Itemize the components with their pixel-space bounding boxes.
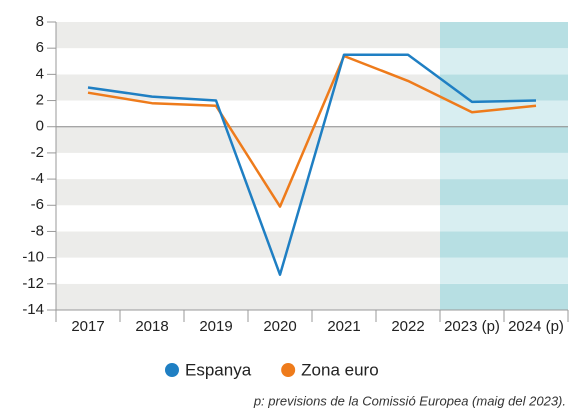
- x-tick-label: 2018: [135, 318, 168, 335]
- legend-label: Espanya: [185, 360, 252, 379]
- forecast-stripe: [440, 22, 568, 49]
- y-tick-label: 0: [36, 118, 44, 135]
- stripe: [56, 205, 440, 232]
- stripe: [56, 22, 440, 49]
- legend-swatch: [281, 363, 296, 377]
- annotation: p: previsions de la Comissió Europea (ma…: [253, 393, 566, 408]
- y-tick-label: -6: [31, 196, 44, 213]
- x-tick-label: 2023 (p): [444, 318, 500, 335]
- y-tick-label: -12: [22, 275, 44, 292]
- x-tick-label: 2022: [391, 318, 424, 335]
- legend-swatch: [165, 363, 179, 377]
- forecast-stripe: [440, 126, 568, 153]
- forecast-stripe: [440, 74, 568, 101]
- y-tick-label: 4: [36, 65, 44, 82]
- stripe: [56, 257, 440, 284]
- forecast-stripe: [440, 257, 568, 284]
- forecast-stripe: [440, 283, 568, 310]
- stripe: [56, 74, 440, 101]
- stripe: [56, 231, 440, 258]
- x-tick-label: 2019: [199, 318, 232, 335]
- y-tick-label: -2: [31, 144, 44, 161]
- y-tick-label: -8: [31, 222, 44, 239]
- stripe: [56, 100, 440, 127]
- forecast-stripe: [440, 100, 568, 127]
- forecast-stripe: [440, 152, 568, 180]
- forecast-stripe: [440, 231, 568, 258]
- stripe: [56, 179, 440, 206]
- x-tick-label: 2020: [263, 318, 296, 335]
- y-tick-label: 8: [36, 13, 44, 30]
- x-tick-label: 2021: [327, 318, 360, 335]
- forecast-stripe: [440, 48, 568, 75]
- y-tick-label: 6: [36, 39, 44, 56]
- y-tick-label: -4: [31, 170, 44, 187]
- y-tick-label: -14: [22, 301, 44, 318]
- stripe: [56, 126, 440, 153]
- series-line: [87, 54, 537, 208]
- series-line: [87, 53, 537, 276]
- forecast-stripe: [440, 179, 568, 206]
- x-tick-label: 2017: [71, 318, 104, 335]
- y-tick-label: 2: [36, 92, 44, 109]
- y-tick-label: -10: [22, 249, 44, 266]
- x-tick-label: 2024 (p): [508, 318, 564, 335]
- forecast-stripe: [440, 205, 568, 232]
- stripe: [56, 283, 440, 310]
- legend-label: Zona euro: [301, 360, 379, 379]
- stripe: [56, 48, 440, 75]
